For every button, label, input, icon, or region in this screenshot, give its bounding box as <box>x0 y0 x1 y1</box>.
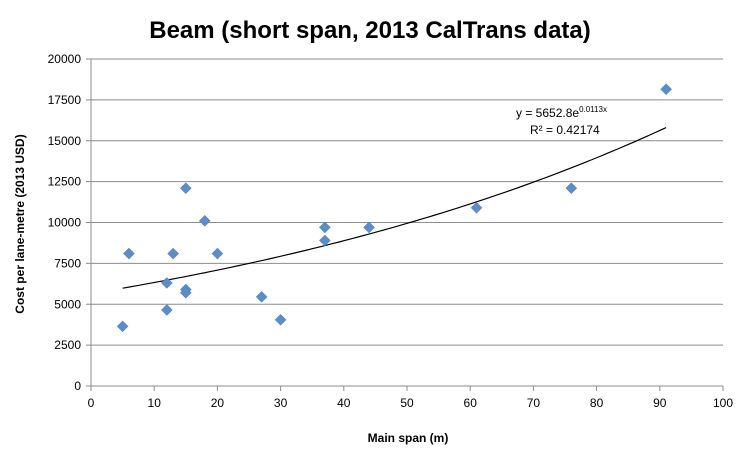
data-points <box>116 83 672 333</box>
x-tick-label: 20 <box>211 396 225 410</box>
data-point <box>470 201 483 214</box>
data-point <box>123 247 135 260</box>
data-point <box>255 291 268 303</box>
x-tick-labels: 0 10 20 30 40 50 60 70 80 90 100 <box>88 396 734 410</box>
equation-base: y = 5652.8e <box>516 106 579 120</box>
x-tick-label: 80 <box>590 396 604 410</box>
x-tick-label: 100 <box>713 396 733 410</box>
data-point <box>167 247 180 260</box>
y-tick-label: 0 <box>74 379 81 393</box>
x-tick-label: 70 <box>527 396 541 410</box>
x-tick-label: 10 <box>148 396 162 410</box>
data-point <box>198 215 211 227</box>
y-tick-label: 2500 <box>54 338 81 352</box>
data-point <box>660 83 672 96</box>
y-axis-title: Cost per lane-metre (2013 USD) <box>13 134 27 313</box>
chart-title: Beam (short span, 2013 CalTrans data) <box>149 17 591 44</box>
data-point <box>318 234 331 247</box>
y-tick-label: 12500 <box>48 175 82 189</box>
y-tick-label: 5000 <box>54 297 81 311</box>
trendline-equation: y = 5652.8e0.0113x <box>516 105 607 120</box>
y-tick-label: 17500 <box>48 93 82 107</box>
r-squared-label: R² = 0.42174 <box>530 123 600 137</box>
equation-exponent: 0.0113x <box>579 105 607 114</box>
data-point <box>179 286 192 299</box>
x-tick-label: 40 <box>337 396 351 410</box>
data-point <box>116 320 129 333</box>
y-tick-label: 20000 <box>48 52 82 66</box>
gridlines <box>86 58 723 387</box>
data-point <box>318 221 331 234</box>
x-tick-label: 90 <box>653 396 667 410</box>
x-axis-title: Main span (m) <box>368 431 449 445</box>
data-point <box>179 182 192 195</box>
data-point <box>363 221 375 234</box>
x-tick-label: 50 <box>400 396 414 410</box>
trendline <box>122 127 667 289</box>
y-tick-label: 15000 <box>48 134 82 148</box>
data-point <box>160 277 173 289</box>
x-tick-label: 60 <box>464 396 478 410</box>
data-point <box>565 182 578 195</box>
y-tick-label: 7500 <box>54 256 81 270</box>
data-point <box>160 304 173 316</box>
x-tick-label: 30 <box>274 396 288 410</box>
axes <box>90 59 724 391</box>
y-tick-labels: 0 2500 5000 7500 10000 12500 15000 17500 20000 <box>48 52 82 393</box>
data-point <box>274 313 287 326</box>
x-tick-label: 0 <box>88 396 95 410</box>
data-point <box>211 247 224 260</box>
y-tick-label: 10000 <box>48 216 82 230</box>
